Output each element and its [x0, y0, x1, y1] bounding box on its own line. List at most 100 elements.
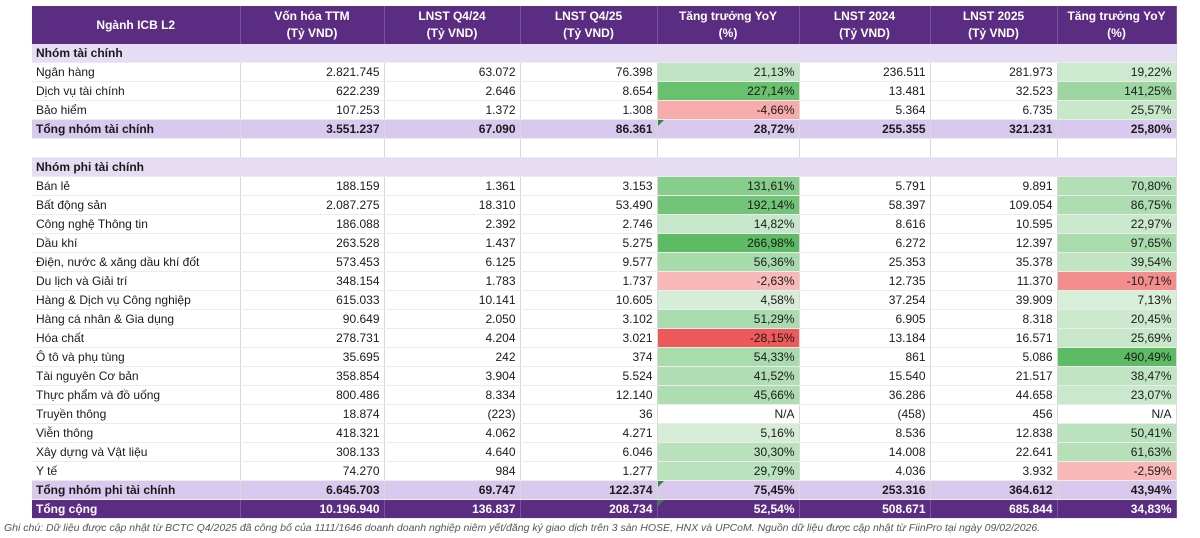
profit-2025-cell: 5.086 [930, 347, 1058, 368]
profit-q4-2025-cell: 1.308 [520, 100, 658, 121]
profit-q4-2024-cell: 4.640 [384, 442, 521, 463]
grand-total-row: Tổng cộng 10.196.940 136.837 208.734 52,54% 5… [32, 499, 1177, 520]
profit-q4-2025-cell: 53.490 [520, 195, 658, 216]
empty-cell [1057, 138, 1177, 159]
growth-quarter-cell: 21,13% [657, 62, 800, 83]
table-row: Công nghệ Thông tin 186.088 2.392 2.746 14,8… [32, 214, 1177, 235]
table-row: Bất động sản 2.087.275 18.310 53.490 192,14%… [32, 195, 1177, 216]
table-header: Ngành ICB L2 Vốn hóa TTM (Tỷ VND) LNST Q4/2… [32, 6, 1177, 44]
column-header-unit: (Tỷ VND) [286, 26, 338, 40]
sector-name: Hóa chất [32, 328, 241, 349]
table-row: Thực phẩm và đồ uống 800.486 8.334 12.140 45… [32, 385, 1177, 406]
profit-q4-2025-cell: 1.737 [520, 271, 658, 292]
profit-2024-cell: 12.735 [799, 271, 931, 292]
sector-name: Tổng nhóm phi tài chính [32, 480, 241, 501]
profit-2025-cell: 10.595 [930, 214, 1058, 235]
profit-2024-cell: 8.616 [799, 214, 931, 235]
profit-2025-cell: 685.844 [930, 499, 1058, 520]
subtotal-row: Tổng nhóm phi tài chính 6.645.703 69.747 12… [32, 480, 1177, 501]
empty-cell [799, 138, 931, 159]
profit-2025-cell: 3.932 [930, 461, 1058, 482]
column-header-title: Vốn hóa TTM [274, 9, 350, 23]
profit-q4-2024-cell: 1.437 [384, 233, 521, 254]
table-row: Ngân hàng 2.821.745 63.072 76.398 21,13% 236.… [32, 62, 1177, 83]
column-header-unit: (%) [718, 26, 738, 40]
profit-q4-2024-cell: 6.125 [384, 252, 521, 273]
profit-2025-cell: 109.054 [930, 195, 1058, 216]
table-row: Truyền thông 18.874 (223) 36 N/A (458) 456 N/A [32, 404, 1177, 425]
sector-name: Tài nguyên Cơ bản [32, 366, 241, 387]
subtotal-row: Tổng nhóm tài chính 3.551.237 67.090 86.361… [32, 119, 1177, 140]
growth-quarter-cell: 29,79% [657, 461, 800, 482]
column-header-title: LNST 2025 [962, 9, 1025, 23]
group-header-row: Nhóm phi tài chính [32, 157, 1177, 178]
column-header-title: LNST Q4/24 [418, 9, 486, 23]
column-header: Ngành ICB L2 [32, 6, 241, 44]
growth-year-cell: -10,71% [1057, 271, 1177, 292]
profit-2024-cell: 4.036 [799, 461, 931, 482]
market-cap-cell: 10.196.940 [240, 499, 385, 520]
empty-cell [657, 138, 800, 159]
market-cap-cell: 18.874 [240, 404, 385, 425]
market-cap-cell: 278.731 [240, 328, 385, 349]
table-row: Hàng cá nhân & Gia dụng 90.649 2.050 3.102 5… [32, 309, 1177, 330]
profit-q4-2025-cell: 76.398 [520, 62, 658, 83]
profit-q4-2024-cell: 10.141 [384, 290, 521, 311]
profit-q4-2024-cell: 1.372 [384, 100, 521, 121]
profit-q4-2025-cell: 86.361 [520, 119, 658, 140]
profit-2024-cell: 13.184 [799, 328, 931, 349]
empty-cell [32, 138, 241, 159]
profit-q4-2024-cell: 2.646 [384, 81, 521, 102]
sector-name: Bán lẻ [32, 176, 241, 197]
growth-year-cell: 20,45% [1057, 309, 1177, 330]
column-header-unit: (Tỷ VND) [968, 26, 1019, 40]
profit-q4-2025-cell: 36 [520, 404, 658, 425]
market-cap-cell: 800.486 [240, 385, 385, 406]
market-cap-cell: 2.087.275 [240, 195, 385, 216]
sector-name: Tổng nhóm tài chính [32, 119, 241, 140]
market-cap-cell: 622.239 [240, 81, 385, 102]
column-header: LNST Q4/25 (Tỷ VND) [520, 6, 658, 44]
column-header-title: Tăng trưởng YoY [1067, 9, 1166, 23]
sector-name: Xây dựng và Vật liệu [32, 442, 241, 463]
growth-quarter-cell: 51,29% [657, 309, 800, 330]
profit-2025-cell: 11.370 [930, 271, 1058, 292]
profit-2025-cell: 281.973 [930, 62, 1058, 83]
profit-q4-2024-cell: 4.062 [384, 423, 521, 444]
growth-quarter-cell: -2,63% [657, 271, 800, 292]
sector-name: Điện, nước & xăng dầu khí đốt [32, 252, 241, 273]
profit-q4-2024-cell: 136.837 [384, 499, 521, 520]
growth-year-cell: 50,41% [1057, 423, 1177, 444]
sector-name: Tổng cộng [32, 499, 241, 520]
market-cap-cell: 188.159 [240, 176, 385, 197]
column-header-title: LNST 2024 [833, 9, 896, 23]
profit-2024-cell: 36.286 [799, 385, 931, 406]
profit-2025-cell: 16.571 [930, 328, 1058, 349]
profit-q4-2024-cell: 2.392 [384, 214, 521, 235]
profit-q4-2024-cell: 69.747 [384, 480, 521, 501]
column-header-unit: (Tỷ VND) [563, 26, 614, 40]
empty-cell [240, 138, 385, 159]
empty-cell [930, 138, 1058, 159]
spacer-row [32, 138, 1177, 159]
growth-year-cell: 25,69% [1057, 328, 1177, 349]
profit-2025-cell: 8.318 [930, 309, 1058, 330]
market-cap-cell: 107.253 [240, 100, 385, 121]
market-cap-cell: 186.088 [240, 214, 385, 235]
sector-name: Dầu khí [32, 233, 241, 254]
growth-year-cell: 19,22% [1057, 62, 1177, 83]
growth-year-cell: 34,83% [1057, 499, 1177, 520]
profit-q4-2024-cell: (223) [384, 404, 521, 425]
market-cap-cell: 418.321 [240, 423, 385, 444]
profit-2024-cell: 6.905 [799, 309, 931, 330]
profit-q4-2025-cell: 6.046 [520, 442, 658, 463]
profit-2024-cell: 255.355 [799, 119, 931, 140]
growth-year-cell: 7,13% [1057, 290, 1177, 311]
empty-cell [520, 138, 658, 159]
market-cap-cell: 358.854 [240, 366, 385, 387]
sector-name: Viễn thông [32, 423, 241, 444]
growth-quarter-cell: 14,82% [657, 214, 800, 235]
profit-q4-2024-cell: 1.361 [384, 176, 521, 197]
profit-2025-cell: 321.231 [930, 119, 1058, 140]
table-row: Điện, nước & xăng dầu khí đốt 573.453 6.12… [32, 252, 1177, 273]
